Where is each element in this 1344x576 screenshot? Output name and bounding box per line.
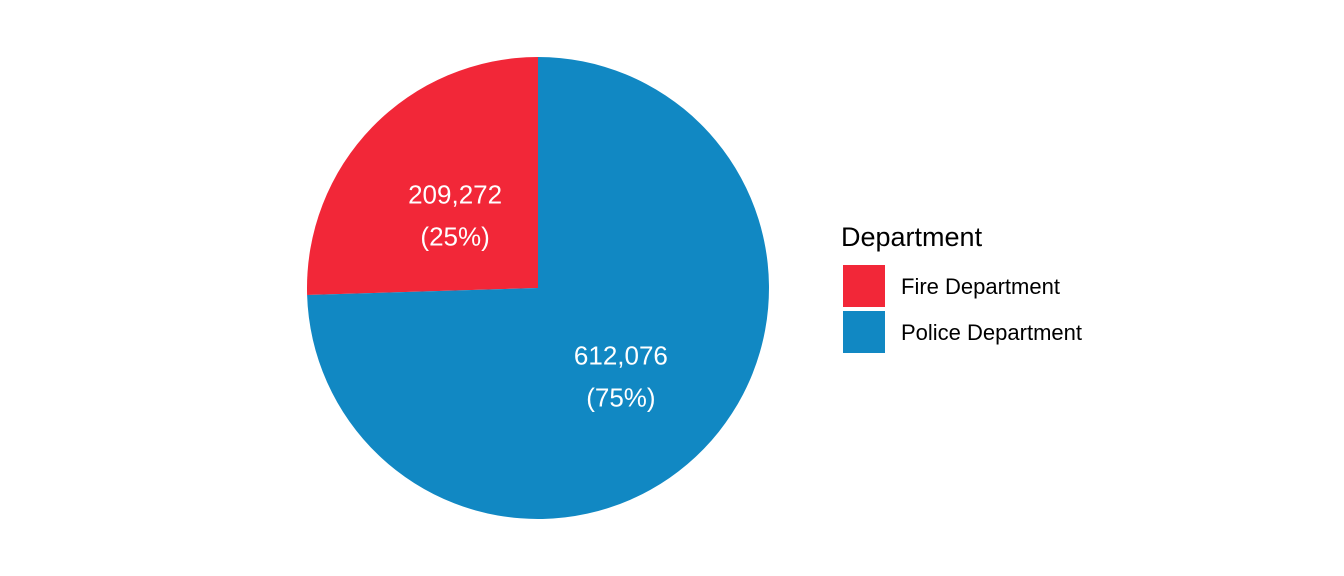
slice-labels: 209,272 (25%) 612,076 (75%) — [408, 180, 668, 413]
legend-title: Department — [841, 222, 983, 252]
pie-slice-police-department — [307, 57, 769, 519]
legend-label-fire-department: Fire Department — [901, 274, 1060, 299]
slice-value-label-police-department: 612,076 — [574, 340, 668, 370]
legend: Department Fire Department Police Departm… — [841, 222, 1082, 353]
slice-percent-label-police-department: (75%) — [586, 382, 655, 412]
slice-value-label-fire-department: 209,272 — [408, 180, 502, 210]
pie-slice-fire-department — [306, 56, 538, 295]
legend-swatch-fire-department — [843, 265, 885, 307]
slice-percent-label-fire-department: (25%) — [420, 222, 489, 252]
legend-swatch-police-department — [843, 311, 885, 353]
legend-label-police-department: Police Department — [901, 320, 1082, 345]
pie-slices — [306, 56, 769, 519]
